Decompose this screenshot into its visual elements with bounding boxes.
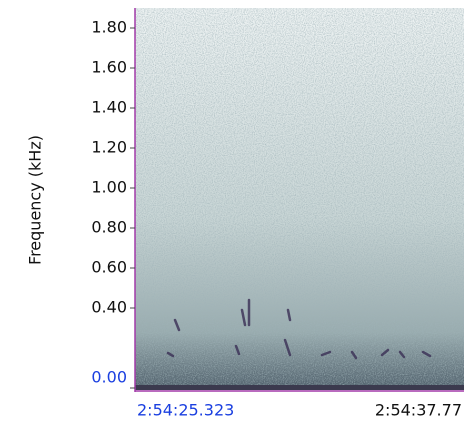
x-label: 2:54:25.323 xyxy=(137,401,234,420)
x-label: 2:54:37.77 xyxy=(375,401,462,420)
y-tick-label: 1.80 xyxy=(91,18,127,37)
y-axis-label: Frequency (kHz) xyxy=(26,135,45,265)
y-tick-label: 0.00 xyxy=(91,368,127,387)
call-traces xyxy=(166,298,432,360)
y-tick-label: 1.40 xyxy=(91,98,127,117)
y-tick-label: 0.40 xyxy=(91,298,127,317)
spectrogram-noise xyxy=(135,8,464,390)
y-tick-label: 0.80 xyxy=(91,218,127,237)
bottom-band xyxy=(135,385,464,390)
y-tick-label: 1.00 xyxy=(91,178,127,197)
y-tick-label: 1.20 xyxy=(91,138,127,157)
y-tick-label: 1.60 xyxy=(91,58,127,77)
y-tick-label: 0.60 xyxy=(91,258,127,277)
